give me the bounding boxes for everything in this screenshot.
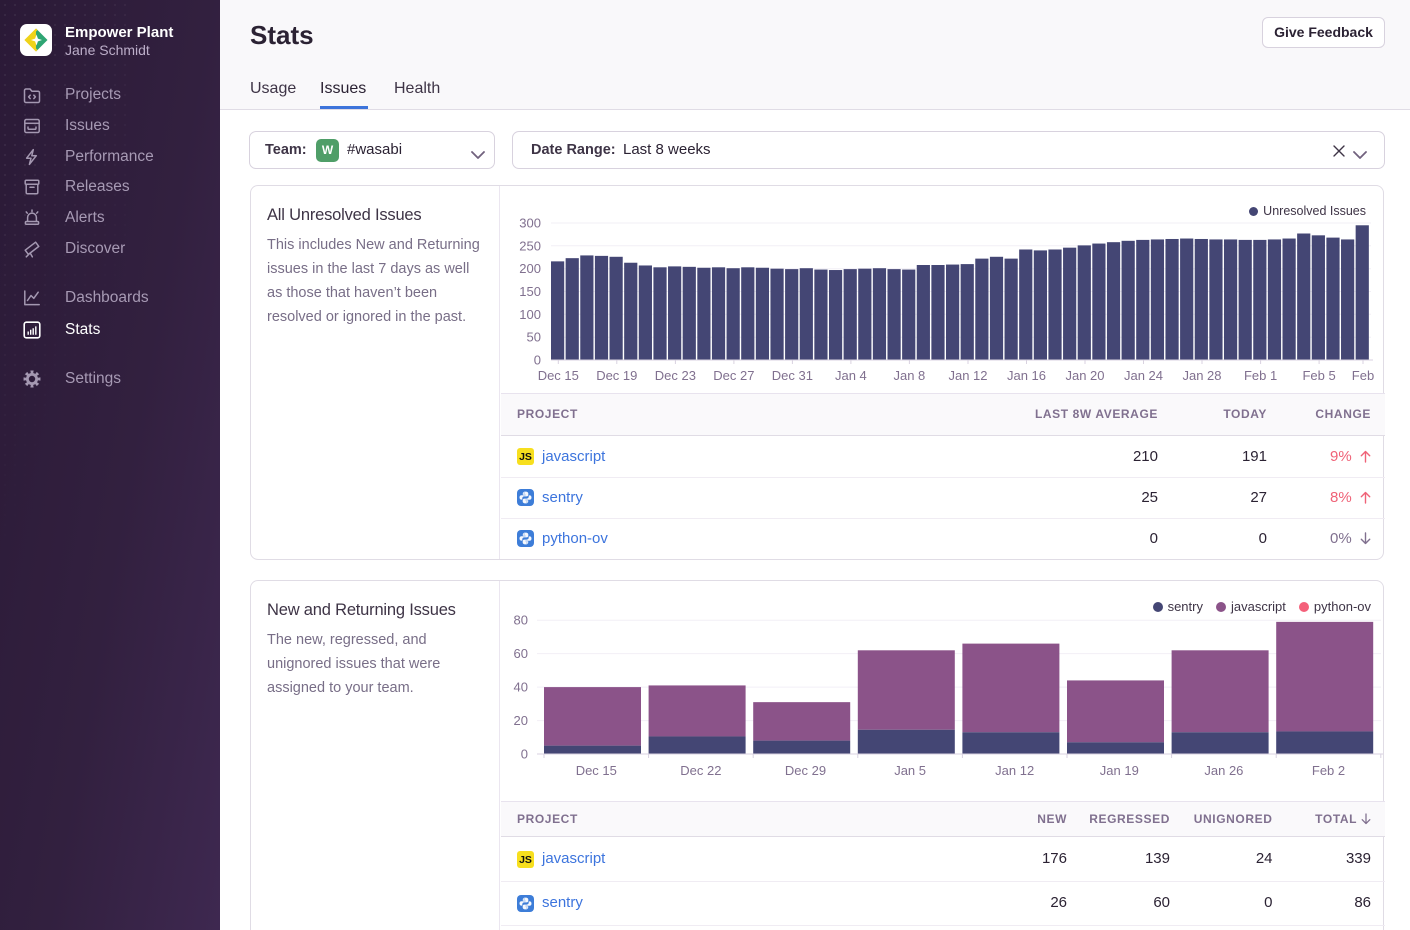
svg-text:Jan 28: Jan 28: [1182, 368, 1221, 383]
svg-text:Dec 29: Dec 29: [785, 763, 826, 778]
svg-text:Feb: Feb: [1352, 368, 1374, 383]
svg-text:100: 100: [519, 307, 541, 322]
svg-text:Dec 22: Dec 22: [680, 763, 721, 778]
svg-text:50: 50: [527, 330, 541, 345]
svg-text:250: 250: [519, 238, 541, 253]
svg-text:150: 150: [519, 284, 541, 299]
svg-text:Jan 4: Jan 4: [835, 368, 867, 383]
svg-text:Dec 27: Dec 27: [713, 368, 754, 383]
svg-text:Dec 15: Dec 15: [538, 368, 579, 383]
svg-text:40: 40: [514, 680, 528, 695]
svg-text:Jan 16: Jan 16: [1007, 368, 1046, 383]
svg-text:Dec 31: Dec 31: [772, 368, 813, 383]
svg-text:Feb 5: Feb 5: [1302, 368, 1335, 383]
svg-text:Feb 2: Feb 2: [1312, 763, 1345, 778]
svg-text:200: 200: [519, 261, 541, 276]
svg-text:Jan 8: Jan 8: [893, 368, 925, 383]
svg-text:Jan 19: Jan 19: [1100, 763, 1139, 778]
svg-text:Jan 12: Jan 12: [995, 763, 1034, 778]
svg-text:60: 60: [514, 646, 528, 661]
svg-text:Dec 19: Dec 19: [596, 368, 637, 383]
svg-text:0: 0: [534, 353, 541, 368]
svg-text:Jan 26: Jan 26: [1204, 763, 1243, 778]
svg-text:300: 300: [519, 216, 541, 231]
svg-text:Dec 23: Dec 23: [655, 368, 696, 383]
svg-text:Feb 1: Feb 1: [1244, 368, 1277, 383]
svg-text:20: 20: [514, 713, 528, 728]
svg-text:80: 80: [514, 613, 528, 628]
svg-text:0: 0: [521, 747, 528, 762]
svg-text:Jan 24: Jan 24: [1124, 368, 1163, 383]
svg-text:Jan 12: Jan 12: [948, 368, 987, 383]
svg-text:Dec 15: Dec 15: [576, 763, 617, 778]
svg-text:Jan 5: Jan 5: [894, 763, 926, 778]
svg-text:Jan 20: Jan 20: [1065, 368, 1104, 383]
